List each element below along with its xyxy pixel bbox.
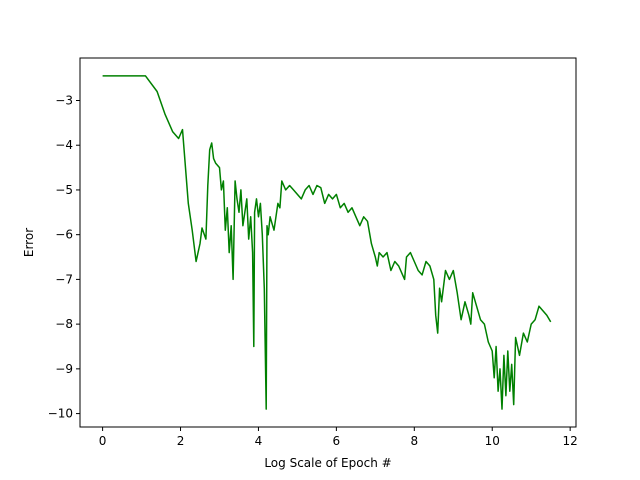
y-tick-label: −3 [55, 93, 73, 107]
y-tick-label: −8 [55, 317, 73, 331]
y-tick-label: −10 [48, 407, 73, 421]
x-tick-label: 4 [255, 434, 263, 448]
x-axis-label: Log Scale of Epoch # [264, 456, 391, 470]
series-layer [102, 75, 552, 410]
x-tick-label: 0 [99, 434, 107, 448]
x-tick-label: 2 [177, 434, 185, 448]
x-tick-label: 12 [563, 434, 578, 448]
x-axis-ticks: 0 2 4 6 8 10 12 [99, 427, 578, 448]
y-tick-label: −4 [55, 138, 73, 152]
x-tick-label: 6 [333, 434, 341, 448]
y-tick-label: −6 [55, 228, 73, 242]
y-axis-label: Error [22, 228, 36, 257]
axes-frame [79, 57, 577, 428]
y-tick-label: −9 [55, 362, 73, 376]
series-line [102, 75, 552, 410]
x-tick-label: 8 [410, 434, 418, 448]
y-tick-label: −7 [55, 272, 73, 286]
y-tick-label: −5 [55, 183, 73, 197]
y-axis-ticks: −10 −9 −8 −7 −6 −5 −4 −3 [48, 93, 80, 421]
x-tick-label: 10 [485, 434, 500, 448]
